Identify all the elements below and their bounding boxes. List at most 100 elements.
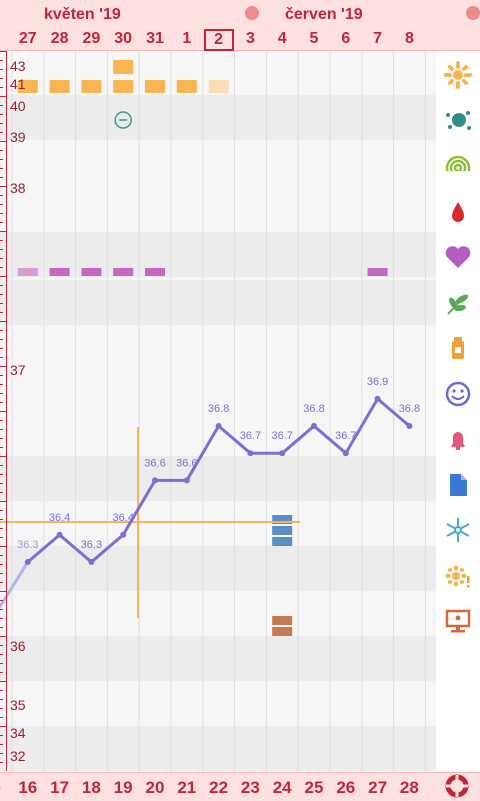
ruler-tick xyxy=(0,708,3,709)
top-day-label[interactable]: 8 xyxy=(404,30,414,47)
top-day-label[interactable]: 1 xyxy=(182,30,192,47)
monitor-icon[interactable] xyxy=(442,605,474,637)
temperature-point[interactable] xyxy=(24,559,31,565)
ruler-tick xyxy=(0,69,3,70)
top-day-label[interactable]: 6 xyxy=(341,30,351,47)
marker-brown[interactable] xyxy=(272,627,293,636)
ruler-tick xyxy=(0,267,3,268)
smiley-icon[interactable] xyxy=(442,378,474,410)
y-axis-label: 35 xyxy=(10,697,26,713)
bottom-day-label[interactable]: 17 xyxy=(50,778,70,797)
minus-circle-icon[interactable] xyxy=(114,111,132,129)
marker-purple[interactable] xyxy=(49,268,70,276)
virus-icon[interactable] xyxy=(442,105,474,137)
rainbow-icon[interactable] xyxy=(442,150,474,182)
marker-orange[interactable] xyxy=(176,80,197,93)
bottom-day-label[interactable]: 19 xyxy=(113,778,133,797)
top-day-label[interactable]: 28 xyxy=(50,30,69,47)
top-day-label[interactable]: 31 xyxy=(146,30,164,47)
temperature-point[interactable] xyxy=(406,423,413,429)
ruler-tick xyxy=(0,573,3,574)
temperature-point[interactable] xyxy=(88,559,95,565)
top-day-label[interactable]: 30 xyxy=(114,30,133,47)
temperature-point[interactable] xyxy=(247,450,254,457)
marker-blue[interactable] xyxy=(272,526,293,535)
temperature-point[interactable] xyxy=(152,477,158,484)
top-day-today[interactable]: 2 xyxy=(203,29,234,51)
pill-bottle-icon[interactable] xyxy=(442,332,474,364)
marker-purple[interactable] xyxy=(145,268,165,276)
temperature-point[interactable] xyxy=(120,531,127,538)
lifebuoy-icon[interactable] xyxy=(440,772,474,800)
bottom-day-label[interactable]: 20 xyxy=(145,778,165,797)
bottom-day-label[interactable]: 21 xyxy=(177,778,197,797)
leaf-icon[interactable] xyxy=(442,287,474,319)
top-day-label[interactable]: 5 xyxy=(309,30,319,47)
ruler-tick xyxy=(0,483,3,484)
top-day-label[interactable]: 6 xyxy=(0,30,11,48)
temperature-point[interactable] xyxy=(279,450,286,457)
bottom-day-label[interactable]: 16 xyxy=(18,778,38,797)
flower-icon[interactable] xyxy=(442,59,474,91)
marker-orange[interactable] xyxy=(81,80,102,93)
snowflake-icon[interactable] xyxy=(442,514,474,546)
ruler-tick xyxy=(0,546,6,547)
bottom-day-label[interactable]: 24 xyxy=(272,778,292,797)
temperature-point[interactable] xyxy=(183,477,190,484)
marker-blue[interactable] xyxy=(272,515,293,524)
marker-purple[interactable] xyxy=(113,268,134,276)
marker-blue[interactable] xyxy=(272,537,293,546)
heart-icon[interactable] xyxy=(442,241,474,273)
temperature-point[interactable] xyxy=(311,423,317,429)
marker-brown[interactable] xyxy=(272,616,293,625)
ruler-tick xyxy=(0,177,3,178)
bottom-day-label[interactable]: 26 xyxy=(336,778,356,797)
temperature-label: 36.7 xyxy=(335,430,356,442)
top-day-label[interactable]: 7 xyxy=(373,30,383,47)
ruler-tick xyxy=(0,348,3,349)
ruler-tick xyxy=(0,276,6,277)
bell-icon[interactable] xyxy=(442,423,474,455)
ruler-tick xyxy=(0,249,3,250)
ruler-tick xyxy=(0,240,3,241)
ruler-tick xyxy=(0,285,3,286)
top-day-label[interactable]: 4 xyxy=(277,30,287,47)
bottom-day-label[interactable]: 25 xyxy=(304,778,324,797)
month-marker-dot-right[interactable] xyxy=(466,6,480,20)
ruler-tick xyxy=(0,420,3,421)
temperature-point[interactable] xyxy=(342,450,349,457)
marker-orange[interactable] xyxy=(49,80,70,93)
temperature-point[interactable] xyxy=(56,531,63,538)
y-axis-label: 43 xyxy=(10,58,26,74)
grid-band xyxy=(0,726,436,771)
bottom-day-label[interactable]: 5 xyxy=(0,778,11,798)
bottom-day-label[interactable]: 27 xyxy=(368,778,388,797)
month-label-left: květen '19 xyxy=(44,6,121,23)
marker-purple[interactable] xyxy=(367,268,388,276)
ruler-tick xyxy=(0,375,3,376)
temperature-point[interactable] xyxy=(215,423,222,429)
ruler-tick xyxy=(0,159,3,160)
top-day-label[interactable]: 3 xyxy=(245,30,255,47)
bottom-day-label[interactable]: 23 xyxy=(240,778,260,797)
bottom-day-label[interactable]: 18 xyxy=(81,778,101,797)
month-marker-dot[interactable] xyxy=(245,6,259,20)
bottom-day-label[interactable]: 22 xyxy=(209,778,229,797)
temperature-point[interactable] xyxy=(374,395,381,402)
ruler-tick xyxy=(0,717,3,718)
marker-orange-light[interactable] xyxy=(208,80,229,93)
bottom-day-label[interactable]: 28 xyxy=(399,778,419,797)
marker-purple[interactable] xyxy=(17,268,38,276)
marker-orange-extra[interactable] xyxy=(113,60,134,74)
top-day-label[interactable]: 27 xyxy=(18,30,37,47)
document-icon[interactable] xyxy=(442,469,474,501)
flower-warning-icon[interactable] xyxy=(442,560,474,592)
marker-orange[interactable] xyxy=(113,80,134,93)
temperature-label: 36.4 xyxy=(49,512,70,524)
marker-orange[interactable] xyxy=(17,80,38,93)
marker-purple[interactable] xyxy=(81,268,102,276)
top-day-label[interactable]: 29 xyxy=(82,30,101,47)
drop-icon[interactable] xyxy=(442,196,474,228)
marker-orange[interactable] xyxy=(145,80,165,93)
